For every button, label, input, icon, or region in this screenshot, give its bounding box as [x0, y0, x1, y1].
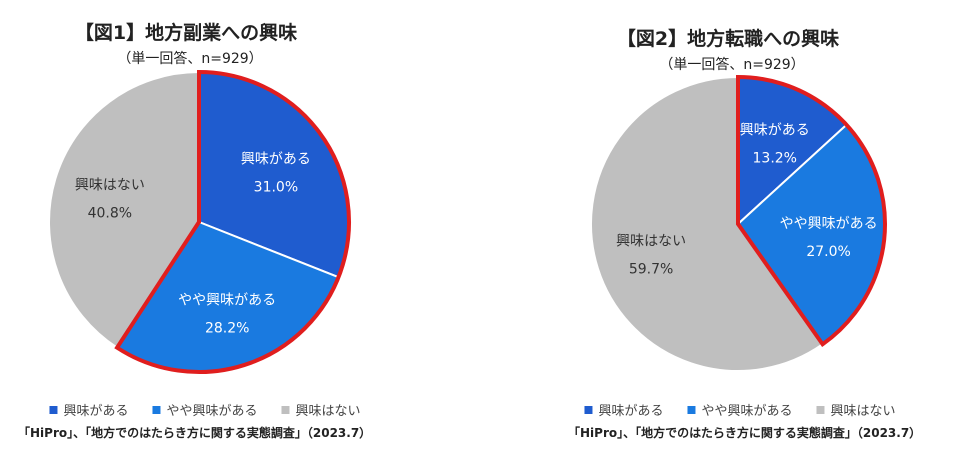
- chart1-legend-item: やや興味がある: [152, 400, 258, 419]
- legend-swatch: [49, 405, 58, 414]
- highlight-outline: [736, 74, 887, 348]
- slice-category-label: 興味はない: [75, 177, 145, 193]
- legend-label: 興味はない: [830, 404, 896, 419]
- slice-value-label: 27.0%: [806, 244, 850, 260]
- slice-value-label: 59.7%: [629, 262, 673, 278]
- chart2-legend-item: 興味はない: [816, 400, 896, 419]
- legend-label: 興味がある: [598, 404, 664, 419]
- chart2-subtitle: （単一回答、n=929）: [659, 57, 805, 73]
- slice-category-label: 興味はない: [616, 234, 686, 250]
- legend-label: 興味はない: [295, 404, 361, 419]
- chart1-source: 「HiPro」、「地方でのはたらき方に関する実態調査」（2023.7）: [18, 426, 372, 440]
- legend-swatch: [281, 405, 290, 414]
- legend-label: 興味がある: [63, 404, 129, 419]
- highlight-outline: [114, 69, 351, 374]
- legend-label: やや興味がある: [701, 404, 793, 419]
- legend-swatch: [152, 405, 161, 414]
- slice-value-label: 31.0%: [254, 180, 298, 196]
- chart1-subtitle: （単一回答、n=929）: [117, 51, 263, 67]
- chart1-title: 【図1】地方副業への興味: [74, 22, 298, 44]
- slice-category-label: 興味がある: [740, 123, 810, 139]
- pie-slice-3: [589, 75, 824, 372]
- slice-category-label: 興味がある: [241, 152, 311, 168]
- legend-label: やや興味がある: [166, 404, 258, 419]
- chart2-legend-item: やや興味がある: [687, 400, 793, 419]
- slice-category-label: やや興味がある: [178, 293, 276, 309]
- slice-value-label: 28.2%: [205, 321, 249, 337]
- legend-swatch: [816, 405, 825, 414]
- legend-swatch: [584, 405, 593, 414]
- slice-value-label: 40.8%: [88, 205, 132, 221]
- chart1-legend: 興味がある やや興味がある 興味はない: [49, 400, 361, 419]
- legend-swatch: [687, 405, 696, 414]
- slice-category-label: やや興味がある: [780, 216, 878, 232]
- chart1-legend-item: 興味はない: [281, 400, 361, 419]
- chart1-legend-item: 興味がある: [49, 400, 128, 419]
- chart2-legend-item: 興味がある: [584, 400, 663, 419]
- slice-value-label: 13.2%: [753, 151, 797, 167]
- chart2-source: 「HiPro」、「地方でのはたらき方に関する実態調査」（2023.7）: [568, 426, 922, 440]
- chart2-legend: 興味がある やや興味がある 興味はない: [584, 400, 896, 419]
- chart2-title: 【図2】地方転職への興味: [616, 28, 840, 50]
